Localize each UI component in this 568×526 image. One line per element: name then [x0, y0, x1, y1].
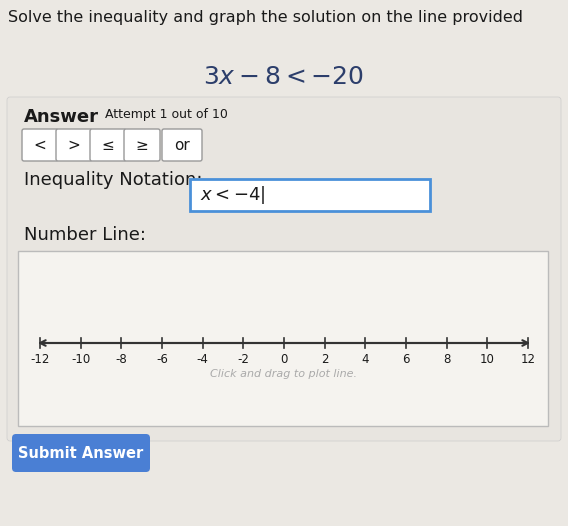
FancyBboxPatch shape: [124, 129, 160, 161]
Text: 2: 2: [321, 353, 328, 366]
FancyBboxPatch shape: [90, 129, 126, 161]
FancyBboxPatch shape: [7, 97, 561, 441]
Text: ≤: ≤: [102, 137, 114, 153]
Text: 8: 8: [443, 353, 450, 366]
FancyBboxPatch shape: [162, 129, 202, 161]
Text: Attempt 1 out of 10: Attempt 1 out of 10: [105, 108, 228, 121]
Text: 12: 12: [520, 353, 536, 366]
Text: 4: 4: [362, 353, 369, 366]
Text: -12: -12: [30, 353, 49, 366]
Text: >: >: [68, 137, 81, 153]
Text: $3x-8<-20$: $3x-8<-20$: [203, 66, 365, 89]
Text: -6: -6: [156, 353, 168, 366]
Text: 0: 0: [281, 353, 287, 366]
Text: -8: -8: [115, 353, 127, 366]
Text: -10: -10: [71, 353, 90, 366]
Text: Submit Answer: Submit Answer: [18, 446, 144, 460]
Text: ≥: ≥: [136, 137, 148, 153]
Text: Inequality Notation:: Inequality Notation:: [24, 171, 203, 189]
Text: <: <: [34, 137, 47, 153]
FancyBboxPatch shape: [56, 129, 92, 161]
FancyBboxPatch shape: [22, 129, 58, 161]
Text: -4: -4: [197, 353, 208, 366]
Text: $x<-4$$|$: $x<-4$$|$: [200, 184, 265, 206]
Text: Click and drag to plot line.: Click and drag to plot line.: [211, 369, 357, 379]
Text: 6: 6: [402, 353, 410, 366]
Text: Answer: Answer: [24, 108, 99, 126]
FancyBboxPatch shape: [190, 179, 430, 211]
Text: -2: -2: [237, 353, 249, 366]
Text: Number Line:: Number Line:: [24, 226, 146, 244]
Text: 10: 10: [480, 353, 495, 366]
Text: Solve the inequality and graph the solution on the line provided: Solve the inequality and graph the solut…: [8, 10, 523, 25]
Text: or: or: [174, 137, 190, 153]
FancyBboxPatch shape: [18, 251, 548, 426]
FancyBboxPatch shape: [12, 434, 150, 472]
